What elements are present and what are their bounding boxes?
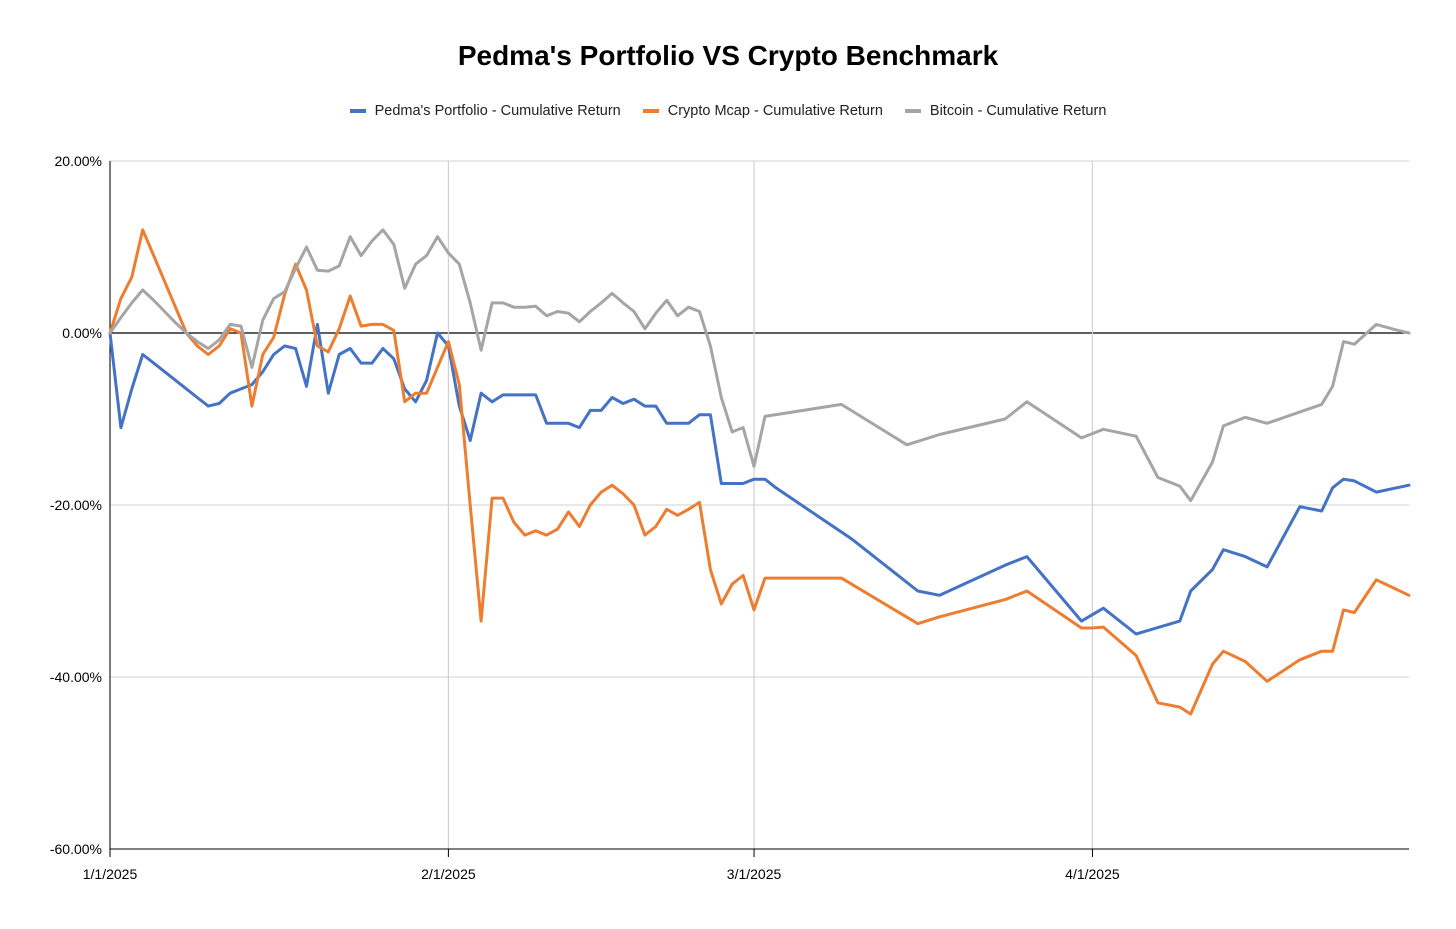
y-tick-label: -60.00% (50, 841, 102, 857)
y-tick-label: -20.00% (50, 497, 102, 513)
legend-swatch (349, 109, 366, 113)
y-tick-label: 0.00% (62, 325, 102, 341)
y-tick-label: -40.00% (50, 669, 102, 685)
series-line-pedma-s-portfolio-cumulative-return (108, 322, 1411, 636)
legend-label: Bitcoin - Cumulative Return (929, 103, 1107, 119)
legend-swatch (642, 109, 659, 113)
x-tick-label: 3/1/2025 (727, 866, 782, 882)
legend-item: Pedma's Portfolio - Cumulative Return (349, 103, 621, 119)
legend-item: Crypto Mcap - Cumulative Return (642, 103, 883, 119)
x-tick-label: 1/1/2025 (83, 866, 138, 882)
x-tick-label: 2/1/2025 (421, 866, 476, 882)
legend-label: Crypto Mcap - Cumulative Return (667, 103, 883, 119)
series-line-bitcoin-cumulative-return (108, 228, 1411, 503)
legend: Pedma's Portfolio - Cumulative Return Cry… (0, 103, 1456, 119)
chart-title: Pedma's Portfolio VS Crypto Benchmark (457, 40, 999, 71)
y-tick-label: 20.00% (55, 153, 102, 169)
legend-label: Pedma's Portfolio - Cumulative Return (374, 103, 621, 119)
series-line-crypto-mcap-cumulative-return (108, 228, 1411, 716)
legend-item: Bitcoin - Cumulative Return (904, 103, 1107, 119)
legend-swatch (904, 109, 921, 113)
x-tick-label: 4/1/2025 (1065, 866, 1120, 882)
